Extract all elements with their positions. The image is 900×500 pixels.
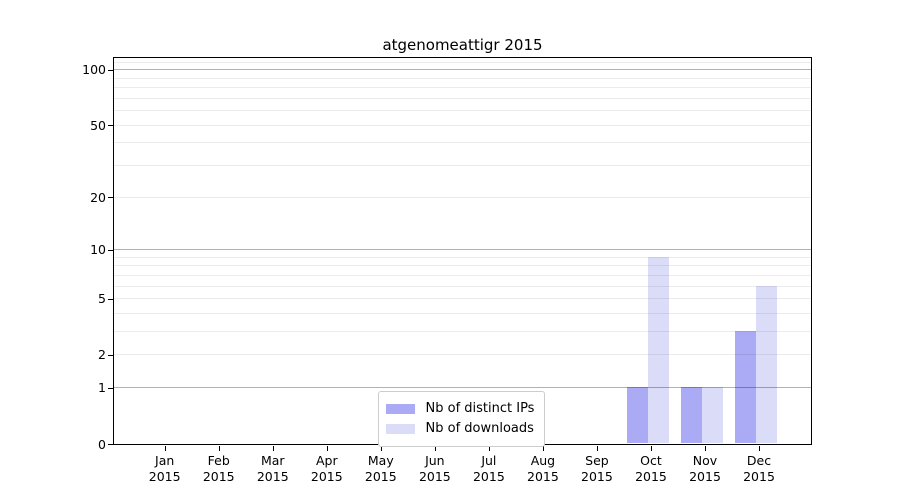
- x-tick-mark: [542, 445, 544, 451]
- y-tick-mark: [107, 249, 113, 251]
- y-gridline-minor: [113, 196, 811, 198]
- x-tick-label-apr: Apr 2015: [297, 453, 357, 485]
- y-gridline-major: [113, 249, 811, 251]
- x-tick-year: 2015: [689, 469, 721, 484]
- y-tick-mark: [107, 444, 113, 445]
- bar-nb-of-distinct-ips-oct-2015: [626, 387, 648, 444]
- x-tick-label-aug: Aug 2015: [513, 453, 573, 485]
- x-tick-year: 2015: [635, 469, 667, 484]
- x-tick-mark: [218, 445, 220, 451]
- y-gridline-minor: [113, 142, 811, 144]
- x-tick-label-dec: Dec 2015: [729, 453, 789, 485]
- x-tick-label-jul: Jul 2015: [459, 453, 519, 485]
- x-tick-mark: [596, 445, 598, 451]
- y-gridline-minor: [113, 124, 811, 126]
- x-tick-month: Dec: [746, 453, 772, 468]
- x-tick-label-nov: Nov 2015: [675, 453, 735, 485]
- y-gridline-minor: [113, 87, 811, 89]
- y-gridline-minor: [113, 256, 811, 258]
- x-tick-month: Nov: [692, 453, 718, 468]
- x-tick-year: 2015: [527, 469, 559, 484]
- y-gridline-minor: [113, 298, 811, 300]
- legend-label-distinct-ips: Nb of distinct IPs: [425, 401, 535, 416]
- y-tick-label-10: 10: [90, 242, 106, 258]
- y-gridline-minor: [113, 285, 811, 287]
- x-tick-year: 2015: [202, 469, 235, 484]
- bar-nb-of-distinct-ips-nov-2015: [681, 387, 702, 444]
- x-tick-mark: [705, 445, 706, 451]
- x-tick-month: Jan: [155, 453, 175, 468]
- legend-label-downloads: Nb of downloads: [425, 421, 534, 436]
- legend-row-downloads: Nb of downloads: [385, 419, 535, 439]
- y-gridline-minor: [113, 331, 811, 333]
- legend: Nb of distinct IPs Nb of downloads: [377, 390, 546, 447]
- x-tick-year: 2015: [256, 469, 289, 484]
- x-tick-year: 2015: [364, 469, 397, 484]
- y-gridline-major: [113, 69, 811, 71]
- x-tick-mark: [759, 445, 761, 451]
- x-tick-mark: [650, 445, 652, 451]
- x-tick-month: Jun: [425, 453, 445, 468]
- bar-nb-of-downloads-dec-2015: [756, 285, 778, 444]
- y-gridline-minor: [113, 110, 811, 112]
- x-tick-label-feb: Feb 2015: [189, 453, 249, 485]
- x-tick-month: Aug: [530, 453, 556, 468]
- y-tick-label-2: 2: [98, 347, 106, 363]
- y-gridline-minor: [113, 77, 811, 79]
- x-tick-year: 2015: [310, 469, 343, 484]
- x-tick-label-jan: Jan 2015: [135, 453, 195, 485]
- x-tick-mark: [434, 445, 436, 451]
- legend-swatch-downloads: [385, 423, 415, 434]
- y-tick-mark: [107, 298, 113, 300]
- y-gridline-minor: [113, 265, 811, 267]
- plot-area: Nb of distinct IPs Nb of downloads: [112, 56, 812, 447]
- x-tick-year: 2015: [581, 469, 613, 484]
- chart-title: atgenomeattigr 2015: [382, 36, 543, 54]
- y-tick-label-100: 100: [82, 62, 106, 78]
- y-tick-label-5: 5: [98, 291, 106, 307]
- y-tick-mark: [107, 69, 113, 71]
- x-tick-label-jun: Jun 2015: [405, 453, 465, 485]
- x-tick-month: Jul: [481, 453, 497, 468]
- y-tick-label-50: 50: [90, 117, 106, 133]
- x-tick-label-mar: Mar 2015: [243, 453, 303, 485]
- y-tick-label-20: 20: [90, 189, 106, 205]
- bar-nb-of-downloads-nov-2015: [702, 387, 723, 444]
- y-gridline-minor: [113, 354, 811, 356]
- x-tick-mark: [488, 445, 490, 451]
- x-tick-year: 2015: [743, 469, 775, 484]
- y-tick-mark: [107, 387, 113, 389]
- x-tick-month: Oct: [640, 453, 662, 468]
- y-tick-mark: [107, 354, 113, 356]
- x-tick-month: Sep: [585, 453, 609, 468]
- x-tick-mark: [326, 445, 328, 451]
- x-tick-month: Mar: [260, 453, 285, 468]
- y-gridline-minor: [113, 313, 811, 315]
- y-tick-label-0: 0: [98, 436, 106, 452]
- x-tick-year: 2015: [148, 469, 181, 484]
- x-tick-label-oct: Oct 2015: [621, 453, 681, 485]
- y-gridline-minor: [113, 61, 811, 63]
- legend-swatch-distinct-ips: [385, 403, 415, 414]
- x-tick-year: 2015: [472, 469, 505, 484]
- x-tick-month: May: [367, 453, 394, 468]
- y-gridline-minor: [113, 274, 811, 276]
- y-gridline-minor: [113, 165, 811, 167]
- bar-nb-of-downloads-oct-2015: [647, 256, 669, 444]
- legend-row-distinct-ips: Nb of distinct IPs: [385, 399, 535, 419]
- y-tick-label-1: 1: [98, 380, 106, 396]
- x-tick-mark: [164, 445, 166, 451]
- x-tick-month: Apr: [315, 453, 338, 468]
- y-tick-mark: [107, 197, 113, 199]
- y-tick-mark: [107, 125, 113, 127]
- bar-nb-of-distinct-ips-dec-2015: [735, 331, 757, 444]
- x-tick-mark: [272, 445, 274, 451]
- x-tick-mark: [380, 445, 382, 451]
- x-tick-year: 2015: [418, 469, 451, 484]
- x-tick-label-may: May 2015: [351, 453, 411, 485]
- x-tick-label-sep: Sep 2015: [567, 453, 627, 485]
- y-gridline-minor: [113, 97, 811, 99]
- x-tick-month: Feb: [207, 453, 230, 468]
